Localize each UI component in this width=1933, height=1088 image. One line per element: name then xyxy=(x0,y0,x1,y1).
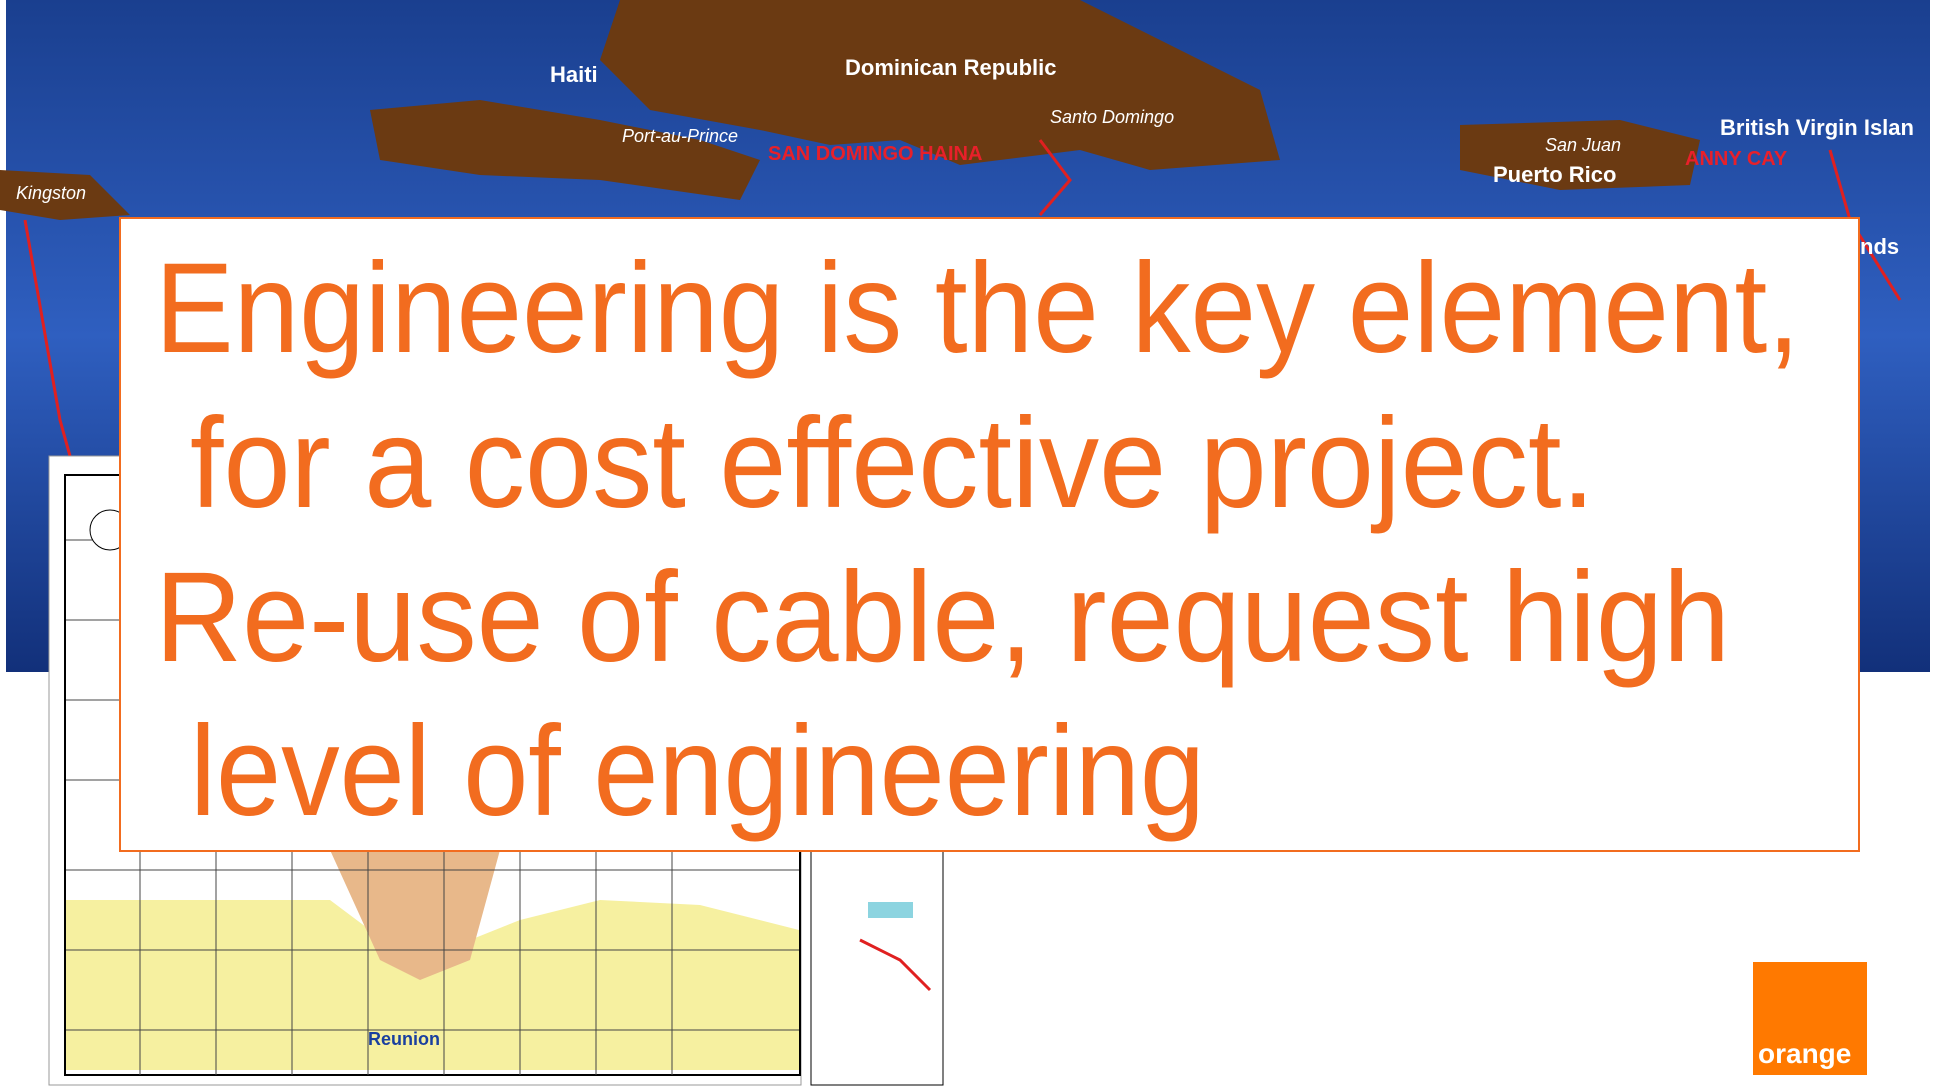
map-label: Kingston xyxy=(16,183,86,203)
headline-line: Re-use of cable, request high xyxy=(155,546,1730,689)
map-label: ANNY CAY xyxy=(1685,148,1788,170)
map-label: Port-au-Prince xyxy=(622,126,738,146)
detail-box xyxy=(868,902,913,918)
island-jamaica xyxy=(0,170,130,220)
logo-text: orange xyxy=(1758,1038,1851,1069)
logo xyxy=(1753,962,1867,1075)
detail-route xyxy=(859,938,932,992)
detail-sheet xyxy=(810,850,944,1086)
chart-label: Reunion xyxy=(368,1029,440,1049)
island-haiti xyxy=(370,100,760,200)
map-label: Puerto Rico xyxy=(1493,162,1616,187)
map-label: Haiti xyxy=(550,62,598,87)
corridor xyxy=(330,850,500,980)
island-puerto-rico xyxy=(1460,120,1700,190)
map-label: Dominican Republic xyxy=(845,55,1056,80)
map-label: British Virgin Islan xyxy=(1720,115,1914,140)
headline-line: level of engineering xyxy=(190,700,1205,843)
headline-box xyxy=(119,217,1860,852)
map-label: nds xyxy=(1860,234,1899,259)
map-label: Santo Domingo xyxy=(1050,107,1174,127)
map-label: San Juan xyxy=(1545,135,1621,155)
island-hispaniola xyxy=(600,0,1280,170)
headline-line: for a cost effective project. xyxy=(190,392,1595,535)
headline-line: Engineering is the key element, xyxy=(155,237,1800,380)
land xyxy=(66,900,799,1070)
map-label: SAN DOMINGO HAINA xyxy=(768,143,982,165)
